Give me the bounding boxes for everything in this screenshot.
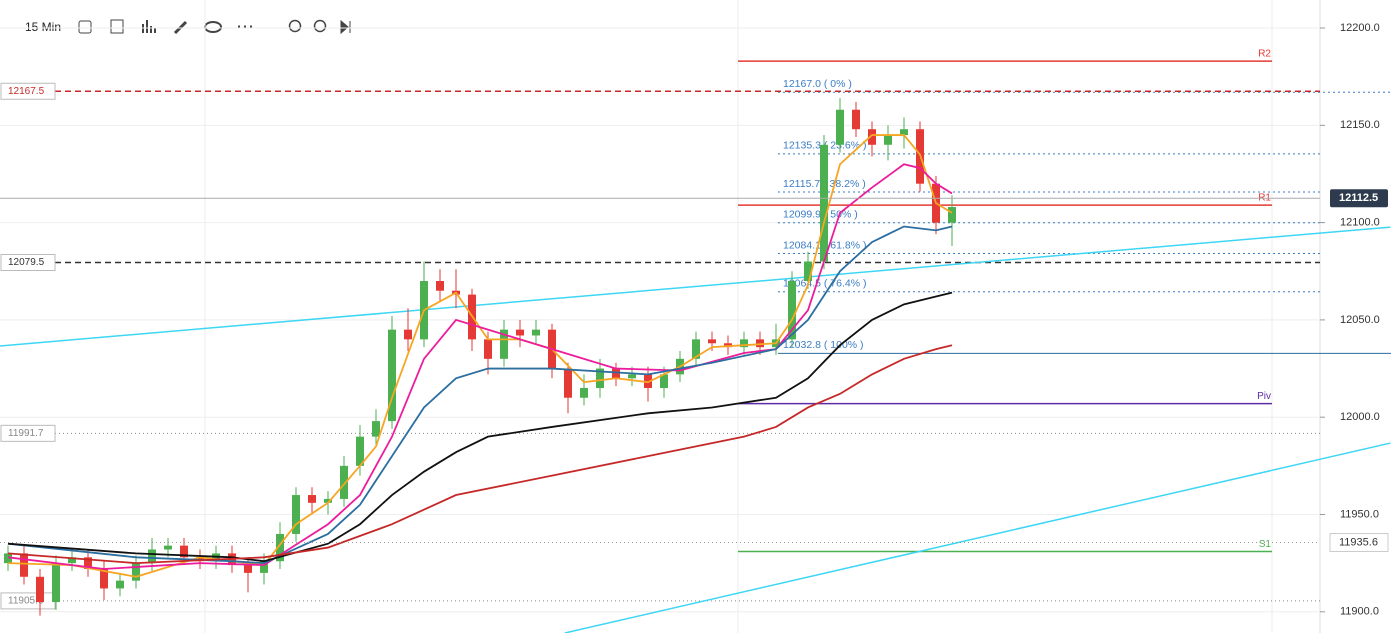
candle-body [884,135,892,145]
candle-body [564,368,572,398]
candle-body [164,545,172,550]
price-tag-box [0,424,56,442]
y-tick-label: 11950.0 [1340,508,1379,520]
last-price-box [1330,189,1388,208]
last-price: 12112.5 [1339,192,1378,204]
candle-body [244,565,252,573]
candle-body [148,549,156,564]
moving-average [7,344,953,565]
moving-average [7,291,953,563]
candle-body [868,129,876,145]
candle-body [516,329,524,336]
trendline [0,226,1391,347]
candle-body [628,374,636,379]
candle-body [260,561,268,573]
fib-label: 12167.0 ( 0% ) [783,78,852,90]
toolbar: 15 Min [25,19,351,35]
y-tick-label: 12050.0 [1340,314,1380,326]
candle-body [692,339,700,359]
icon-zoom-out[interactable] [288,19,302,33]
pivot-label: Piv [1257,391,1271,402]
pivot-label: S1 [1259,539,1272,550]
candle-body [292,495,300,534]
icon-view[interactable] [204,21,222,33]
candle-body [308,495,316,503]
candle-body [820,144,828,262]
candle-body [740,339,748,348]
candle-body [724,343,732,348]
icon-chart-type[interactable] [142,20,156,33]
candle-body [660,374,668,389]
icon-draw[interactable] [173,20,188,35]
price-tag: 11935.6 [1339,536,1378,548]
candle-body [356,436,364,466]
candle-body [484,339,492,359]
candle-body [900,129,908,136]
candle-body [132,563,140,581]
fib-label: 12032.8 ( 100% ) [783,339,864,351]
y-tick-label: 12100.0 [1340,217,1380,229]
candle-body [596,368,604,389]
candle-body [532,329,540,336]
moving-average [7,163,953,570]
price-tag-box [0,82,56,100]
icon-template[interactable] [110,19,124,34]
candle-body [324,498,332,503]
candle-body [68,557,76,564]
y-tick-label: 12200.0 [1340,22,1380,34]
candle-body [340,465,348,499]
price-tag: 11905.6 [8,596,44,607]
candle-body [804,261,812,281]
timeframe[interactable]: 15 Min [25,20,61,34]
candle-body [100,568,108,589]
price-tag-box [1329,533,1389,553]
candle-body [388,329,396,422]
candle-body [116,580,124,589]
candle-body [836,109,844,145]
price-tag-box [0,254,56,272]
price-tag: 12079.5 [8,257,45,268]
pivot-label: R2 [1258,49,1271,60]
candle-body [500,329,508,359]
y-tick-label: 12000.0 [1340,411,1380,423]
y-tick-label: 12150.0 [1340,119,1380,131]
candle-body [404,329,412,340]
price-tag: 12167.5 [8,86,45,97]
candle-body [612,368,620,379]
trendline [564,442,1391,633]
price-tag: 11991.7 [8,428,44,439]
candle-body [580,388,588,398]
candle-body [788,280,796,340]
y-tick-label: 11900.0 [1340,606,1379,618]
candle-body [852,109,860,130]
candle-body [52,563,60,603]
candle-body [276,533,284,562]
moving-average [7,134,953,578]
candle-body [372,421,380,437]
icon-play[interactable] [340,19,351,35]
candle-body [756,339,764,348]
candle-body [4,553,12,564]
candle-body [84,557,92,569]
candle-body [180,545,188,558]
icon-indicators[interactable] [78,20,92,34]
candle-body [948,207,956,223]
candle-body [20,553,28,577]
candle-body [436,280,444,291]
icon-zoom-in[interactable] [313,19,327,33]
candle-body [36,576,44,603]
candle-body [708,339,716,344]
fib-label: 12064.5 ( 76.4% ) [783,277,866,289]
